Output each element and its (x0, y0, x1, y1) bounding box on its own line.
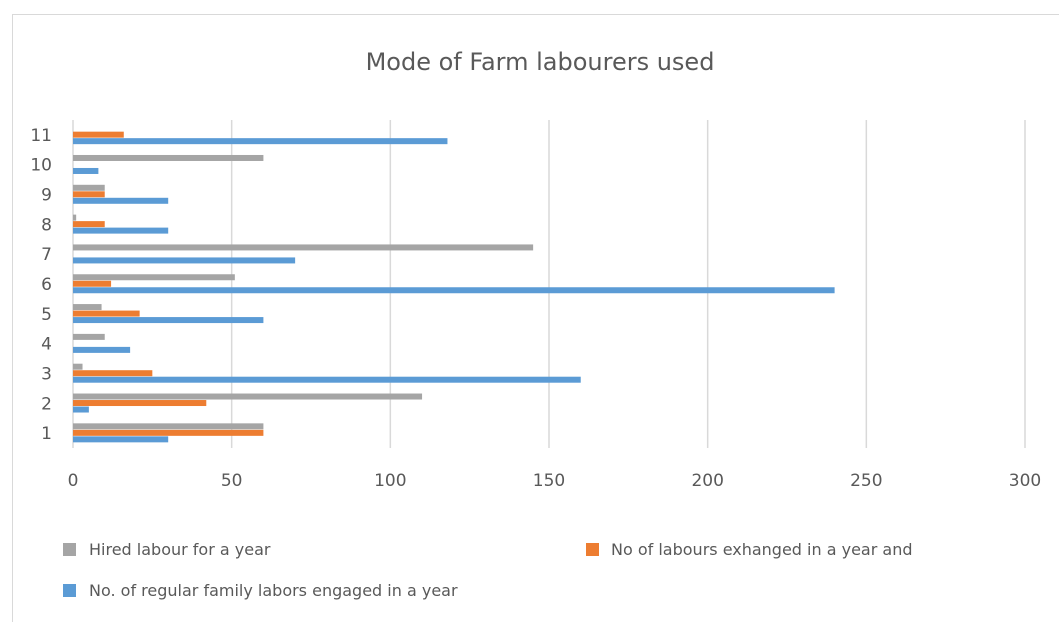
legend-swatch-exchanged (586, 543, 599, 556)
y-tick-label-1: 1 (41, 424, 52, 444)
legend-swatch-hired (63, 543, 76, 556)
x-tick-label-300: 300 (1009, 471, 1041, 491)
y-tick-label-9: 9 (41, 186, 52, 206)
bar-exchanged-2 (73, 400, 207, 407)
bars (73, 131, 835, 443)
bar-hired-1 (73, 423, 264, 430)
bar-family-6 (73, 287, 835, 294)
bar-exchanged-8 (73, 221, 105, 228)
bar-family-11 (73, 138, 448, 145)
bar-hired-3 (73, 363, 83, 370)
y-tick-label-5: 5 (41, 305, 52, 325)
bar-family-9 (73, 197, 169, 204)
legend: Hired labour for a year No of labours ex… (63, 540, 913, 600)
bar-exchanged-1 (73, 429, 264, 436)
x-axis-ticks: 0 50 100 150 200 250 300 (68, 471, 1042, 491)
legend-item-family: No. of regular family labors engaged in … (63, 581, 458, 600)
bar-hired-9 (73, 184, 105, 191)
legend-item-hired: Hired labour for a year (63, 540, 271, 559)
bar-exchanged-11 (73, 131, 124, 138)
bar-hired-8 (73, 214, 77, 221)
x-tick-label-200: 200 (691, 471, 723, 491)
bar-hired-2 (73, 393, 423, 400)
bar-family-2 (73, 406, 89, 413)
bar-exchanged-9 (73, 191, 105, 198)
x-tick-label-250: 250 (850, 471, 882, 491)
y-tick-label-2: 2 (41, 394, 52, 414)
legend-item-exchanged: No of labours exhanged in a year and (586, 540, 913, 559)
bar-exchanged-6 (73, 280, 112, 287)
x-tick-label-50: 50 (221, 471, 243, 491)
bar-family-10 (73, 167, 99, 174)
y-tick-label-6: 6 (41, 275, 52, 295)
y-axis-ticks: 1 2 3 4 5 6 7 8 9 10 11 (30, 126, 52, 444)
bar-family-4 (73, 346, 131, 353)
x-tick-label-0: 0 (68, 471, 79, 491)
y-tick-label-4: 4 (41, 335, 52, 355)
x-tick-label-150: 150 (533, 471, 565, 491)
bar-hired-10 (73, 154, 264, 161)
bar-hired-5 (73, 304, 102, 311)
y-tick-label-11: 11 (30, 126, 52, 146)
y-tick-label-3: 3 (41, 364, 52, 384)
legend-label-exchanged: No of labours exhanged in a year and (611, 540, 913, 559)
bar-family-5 (73, 317, 264, 324)
legend-label-family: No. of regular family labors engaged in … (89, 581, 458, 600)
chart-title: Mode of Farm labourers used (366, 48, 715, 76)
bar-family-3 (73, 376, 581, 383)
y-tick-label-8: 8 (41, 215, 52, 235)
bar-exchanged-5 (73, 310, 140, 317)
legend-swatch-family (63, 584, 76, 597)
legend-label-hired: Hired labour for a year (89, 540, 271, 559)
y-tick-label-10: 10 (30, 156, 52, 176)
y-tick-label-7: 7 (41, 245, 52, 265)
bar-hired-4 (73, 333, 105, 340)
bar-family-8 (73, 227, 169, 234)
bar-hired-6 (73, 274, 235, 281)
bar-exchanged-3 (73, 370, 153, 377)
bar-family-1 (73, 436, 169, 443)
bar-family-7 (73, 257, 296, 264)
bar-hired-7 (73, 244, 534, 251)
x-tick-label-100: 100 (374, 471, 406, 491)
